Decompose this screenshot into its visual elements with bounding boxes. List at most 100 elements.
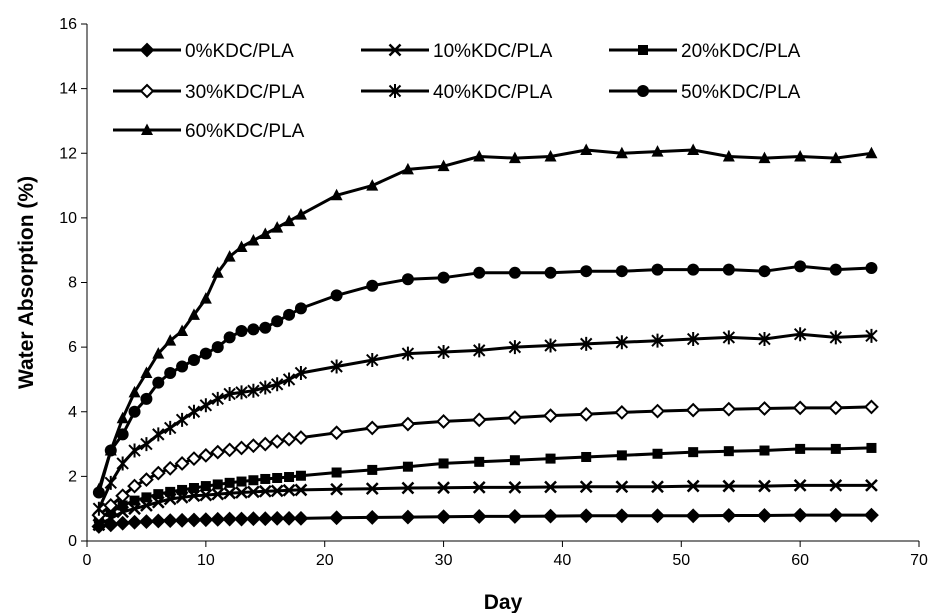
data-point: [272, 472, 283, 483]
data-point: [614, 508, 630, 524]
legend-item: 10%KDC/PLA: [361, 41, 553, 62]
data-point: [224, 477, 235, 488]
x-axis-title: Day: [484, 591, 523, 613]
legend-marker: [638, 45, 648, 55]
data-point: [186, 512, 202, 528]
data-point: [828, 507, 844, 523]
data-point: [401, 162, 414, 175]
data-point: [116, 411, 129, 424]
data-point: [685, 402, 701, 418]
data-point: [508, 151, 521, 164]
data-point: [245, 438, 261, 454]
data-point: [508, 480, 522, 494]
data-point: [210, 511, 226, 527]
data-point: [116, 456, 129, 471]
data-point: [580, 143, 593, 156]
data-point: [579, 480, 593, 494]
legend-marker: [637, 85, 649, 97]
data-point: [281, 431, 297, 447]
y-tick-label: 12: [59, 145, 77, 162]
data-point: [199, 347, 212, 360]
data-point: [365, 482, 379, 496]
legend-label: 60%KDC/PLA: [185, 121, 305, 142]
data-point: [686, 479, 700, 493]
data-point: [864, 507, 879, 523]
data-point: [177, 484, 188, 495]
data-point: [793, 327, 807, 342]
data-point: [437, 159, 450, 172]
plot-area: [91, 143, 879, 534]
data-point: [330, 359, 343, 374]
data-point: [222, 442, 238, 458]
data-point: [257, 511, 273, 527]
data-point: [651, 333, 664, 348]
data-point: [829, 330, 843, 345]
data-point: [223, 386, 236, 401]
data-point: [199, 398, 213, 413]
data-point: [330, 482, 343, 496]
data-point: [866, 442, 877, 453]
data-point: [758, 151, 771, 164]
data-point: [258, 484, 272, 498]
data-point: [188, 483, 199, 494]
data-point: [199, 292, 212, 304]
series-30%KDC/PLA: [91, 399, 879, 523]
data-point: [247, 485, 260, 499]
data-point: [211, 266, 224, 278]
data-point: [235, 385, 248, 400]
data-point: [792, 400, 808, 416]
data-point: [116, 428, 129, 441]
data-point: [792, 507, 808, 523]
data-point: [223, 486, 237, 500]
data-point: [176, 324, 189, 336]
data-point: [186, 451, 202, 467]
legend-item: 20%KDC/PLA: [609, 41, 801, 62]
data-point: [117, 500, 128, 511]
data-point: [293, 510, 309, 526]
x-tick-label: 20: [316, 552, 334, 569]
data-point: [400, 509, 416, 525]
data-point: [366, 279, 379, 292]
data-point: [401, 481, 415, 495]
series-60%KDC/PLA: [92, 143, 878, 495]
data-point: [329, 425, 345, 441]
data-point: [152, 427, 165, 442]
data-point: [400, 416, 416, 432]
data-point: [164, 366, 177, 379]
data-point: [330, 289, 343, 302]
y-tick-label: 10: [59, 210, 77, 227]
data-point: [271, 221, 284, 233]
data-point: [129, 495, 140, 506]
data-point: [721, 508, 737, 523]
data-point: [509, 455, 520, 466]
legend-marker: [139, 83, 155, 99]
data-point: [198, 512, 214, 528]
data-point: [174, 512, 190, 528]
data-point: [293, 430, 309, 446]
data-point: [615, 480, 629, 494]
data-point: [236, 476, 247, 487]
data-point: [139, 514, 154, 530]
data-point: [245, 511, 261, 527]
data-point: [651, 263, 664, 276]
series-0%KDC/PLA: [91, 507, 879, 534]
data-point: [723, 446, 734, 457]
data-point: [259, 380, 272, 395]
data-point: [473, 149, 486, 162]
data-point: [235, 486, 248, 499]
data-point: [257, 436, 273, 452]
data-point: [722, 263, 735, 276]
data-point: [579, 336, 593, 351]
data-point: [211, 341, 224, 354]
data-point: [212, 479, 223, 490]
data-point: [127, 478, 142, 494]
data-point: [508, 340, 522, 355]
legend-marker: [388, 84, 402, 98]
data-point: [294, 483, 308, 497]
data-point: [269, 434, 285, 449]
data-point: [165, 486, 176, 497]
data-point: [281, 510, 297, 526]
data-point: [364, 420, 380, 436]
data-point: [795, 443, 806, 454]
data-point: [104, 444, 117, 456]
